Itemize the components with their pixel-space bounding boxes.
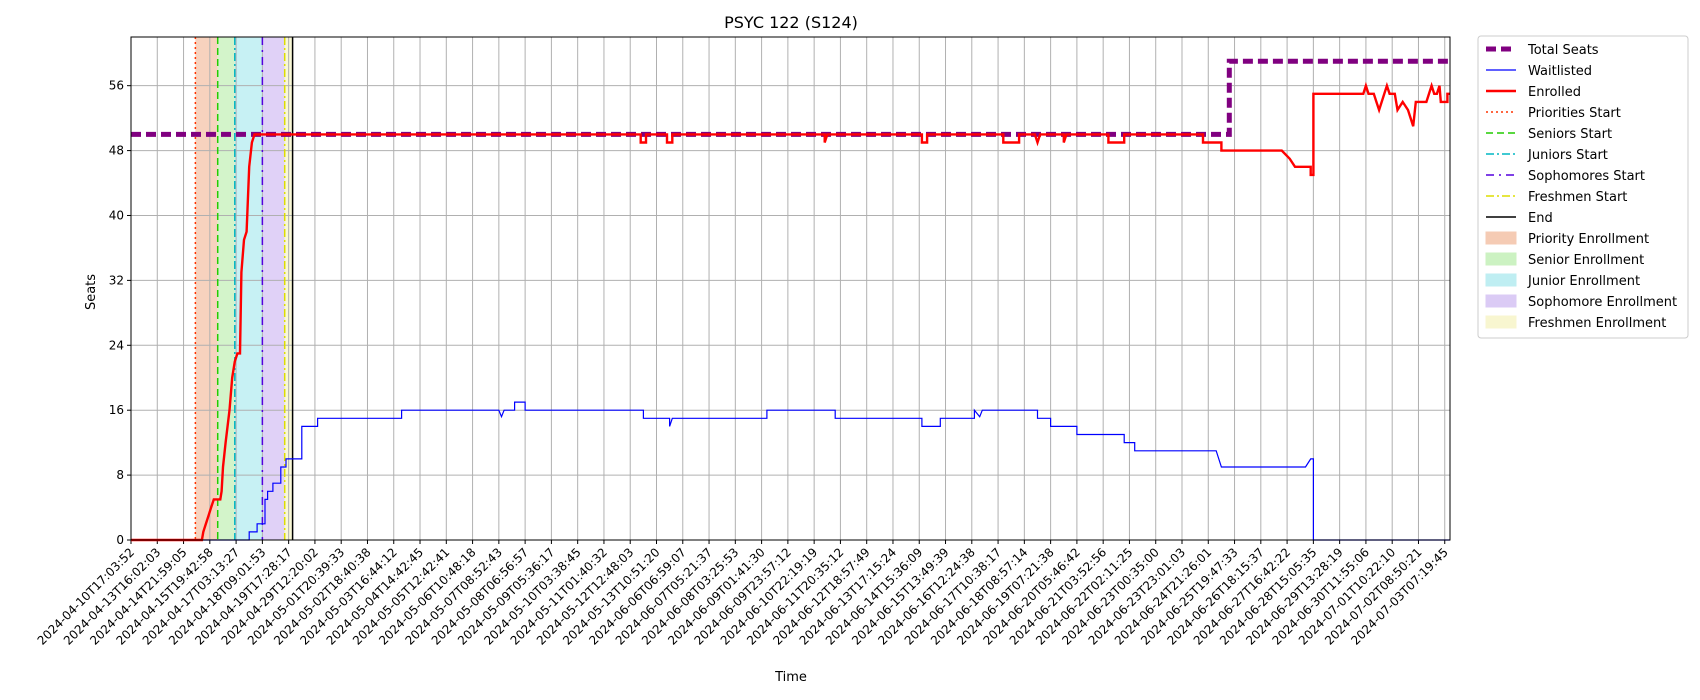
y-tick-label: 16 [109,403,124,417]
y-tick-label: 8 [116,468,124,482]
plot-area: 2024-04-10T17:03:522024-04-13T16:02:0320… [35,36,1451,648]
legend-swatch [1485,294,1517,308]
y-tick-label: 40 [109,208,124,222]
legend-label: Juniors Start [1527,148,1608,163]
legend-swatch [1485,273,1517,287]
legend-swatch [1485,231,1517,245]
y-axis-label: Seats [84,274,99,310]
shaded-region-1 [217,37,235,540]
x-axis-label: Time [774,670,807,685]
plot-background [131,37,1450,540]
legend-swatch [1485,315,1517,329]
axes-frame [130,36,1451,541]
series-enrolled [131,81,1450,542]
legend-label: Freshmen Start [1528,190,1627,205]
legend-label: Total Seats [1527,43,1599,58]
legend-label: Waitlisted [1528,64,1592,79]
legend-label: End [1528,211,1553,226]
legend-swatch [1485,252,1517,266]
shaded-region-0 [195,37,218,540]
legend-box [1477,35,1689,339]
shaded-region-2 [234,37,263,540]
legend-label: Junior Enrollment [1527,274,1640,289]
legend-label: Sophomores Start [1528,169,1645,184]
legend-label: Priorities Start [1528,106,1621,121]
legend-label: Sophomore Enrollment [1528,295,1677,310]
series-waitlisted [131,401,1450,541]
legend-label: Seniors Start [1528,127,1612,142]
y-tick-label: 24 [109,338,124,352]
y-tick-label: 32 [109,273,124,287]
legend: Total Seats Waitlisted Enrolled Priorities … [1477,35,1689,339]
y-tick-label: 56 [109,79,124,93]
shaded-region-3 [262,37,285,540]
legend-label: Priority Enrollment [1528,232,1649,247]
chart-title: PSYC 122 (S124) [724,13,858,32]
legend-label: Senior Enrollment [1528,253,1644,268]
legend-label: Freshmen Enrollment [1528,316,1666,331]
y-tick-label: 48 [109,144,124,158]
y-tick-label: 0 [116,533,124,547]
legend-label: Enrolled [1528,85,1581,100]
